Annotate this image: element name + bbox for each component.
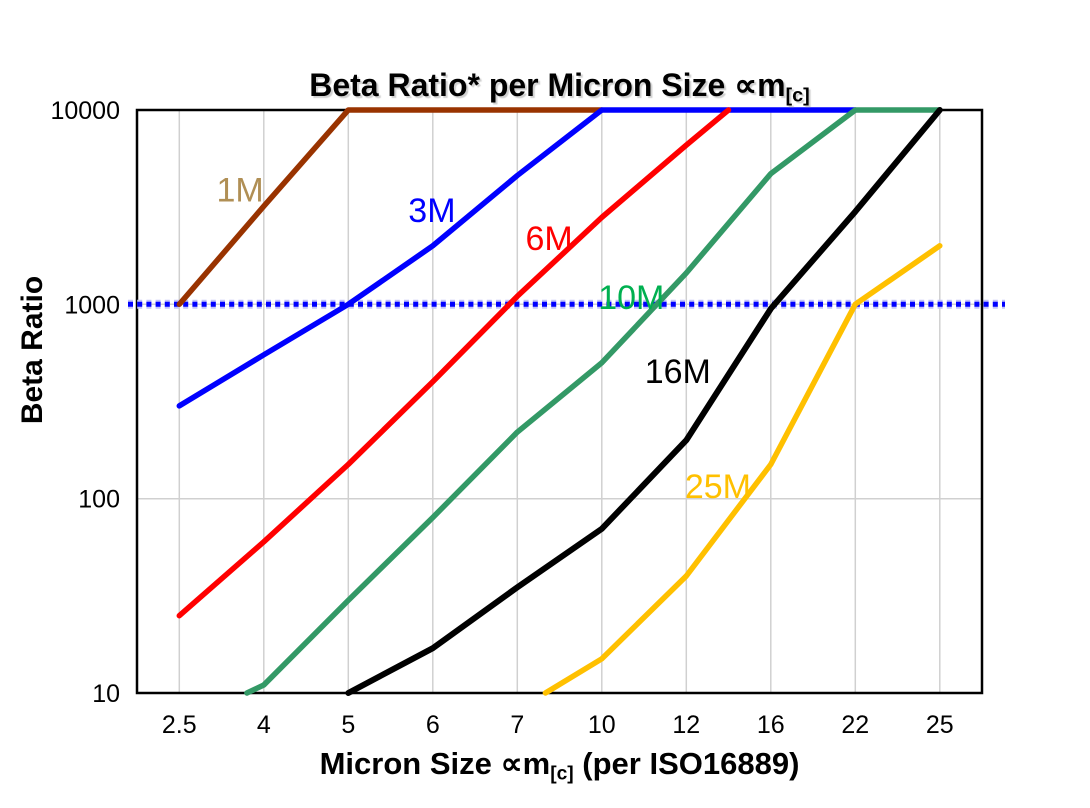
y-axis-title: Beta Ratio [16,275,49,425]
x-tick-label-22: 22 [841,711,869,739]
series-label-25M: 25M [685,468,751,506]
chart-title-main: Beta Ratio* per Micron Size ∝m [309,67,786,103]
series-line-16M [345,107,943,696]
series-label-6M: 6M [525,220,572,258]
series-label-10M: 10M [598,279,664,317]
x-axis-title-main: Micron Size ∝m [319,746,551,781]
x-tick-label-25: 25 [926,711,954,739]
x-axis-title-subscript: [c] [550,763,574,785]
series-line-25M [542,243,943,696]
y-tick-label-100: 100 [78,486,120,514]
x-tick-label-2.5: 2.5 [162,711,197,739]
chart-title: Beta Ratio* per Micron Size ∝m[c] [137,67,982,107]
y-tick-label-10000: 10000 [50,97,120,125]
series-line-6M [176,107,732,619]
series-label-16M: 16M [645,353,711,391]
x-tick-label-10: 10 [588,711,616,739]
chart-title-subscript: [c] [785,84,810,107]
x-tick-label-4: 4 [257,711,271,739]
x-tick-label-6: 6 [426,711,440,739]
series-line-3M [176,107,859,409]
x-tick-label-5: 5 [341,711,355,739]
y-tick-label-10: 10 [92,680,120,708]
y-tick-label-1000: 1000 [64,291,120,319]
series-label-1M: 1M [216,172,263,210]
x-axis-title: Micron Size ∝m[c] (per ISO16889) [137,746,982,785]
series-line-1M [176,107,605,308]
x-axis-title-tail: (per ISO16889) [573,746,800,781]
x-tick-label-12: 12 [672,711,700,739]
x-tick-label-16: 16 [757,711,785,739]
x-tick-label-7: 7 [510,711,524,739]
series-label-3M: 3M [408,192,455,230]
series-line-10M [244,107,943,696]
